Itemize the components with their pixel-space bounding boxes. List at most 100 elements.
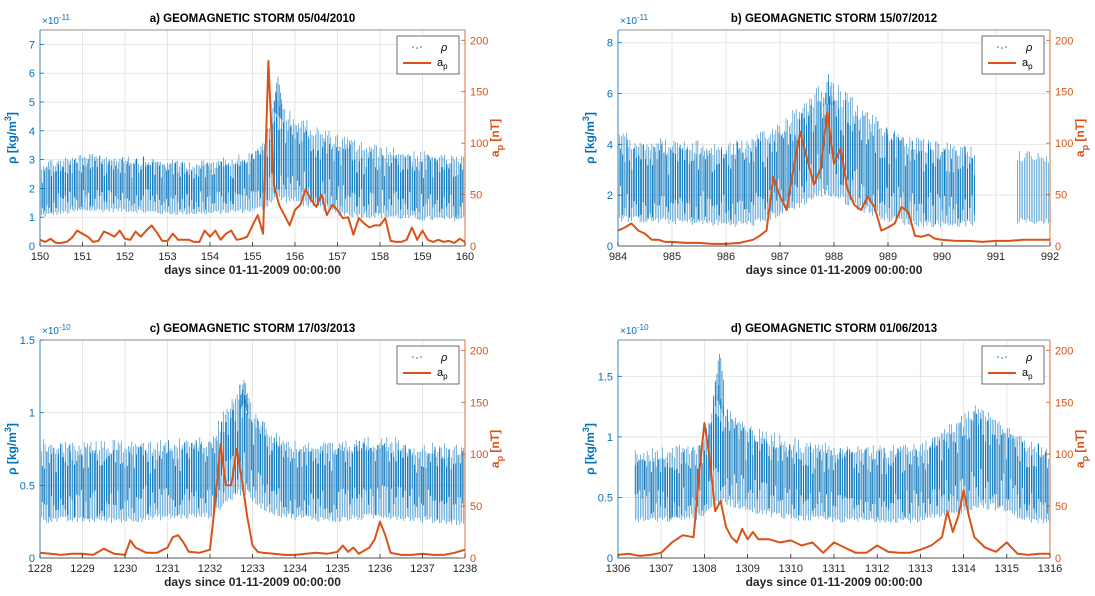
legend-rho-label: ρ	[1025, 352, 1032, 364]
y-right-label: ap [nT]	[488, 430, 505, 468]
y-left-label: ρ [kg/m3]	[581, 423, 597, 475]
legend-box	[396, 345, 460, 385]
y-left-exponent: ×10-11	[42, 13, 70, 27]
y-left-exponent: ×10-11	[620, 13, 648, 27]
x-tick-label: 1232	[198, 563, 222, 575]
x-tick-label: 989	[879, 251, 897, 263]
chart-title: c) GEOMAGNETIC STORM 17/03/2013	[150, 323, 356, 335]
y-right-tick-label: 0	[1055, 241, 1061, 253]
rho-series	[634, 354, 1050, 524]
legend-rho-label: ρ	[440, 352, 447, 364]
y-left-tick-label: 7	[29, 39, 35, 51]
ap-series-line	[618, 111, 1050, 245]
chart-panel-4: 1306 1307 1308 1309 1310 1311 1312 1313 1314 1315…	[581, 323, 1090, 589]
y-right-tick-label: 0	[470, 241, 476, 253]
y-right-tick-label: 150	[470, 87, 488, 99]
y-right-tick-label: 150	[1055, 87, 1073, 99]
x-tick-label: 1236	[368, 563, 392, 575]
x-axis-label: days since 01-11-2009 00:00:00	[746, 263, 923, 277]
y-left-exponent: ×10-10	[42, 323, 71, 337]
x-tick-label: 1230	[113, 563, 137, 575]
rho-points-core	[40, 117, 465, 218]
x-tick-label: 1238	[453, 563, 477, 575]
y-right-tick-label: 200	[470, 345, 488, 357]
y-right-tick-label: 100	[470, 138, 488, 150]
legend-rho-marker	[1005, 46, 1007, 48]
x-tick-label: 1315	[995, 563, 1019, 575]
y-right-tick-label: 100	[470, 449, 488, 461]
y-right-tick-label: 150	[470, 397, 488, 409]
x-tick-label: 155	[243, 251, 261, 263]
legend-rho-label: ρ	[440, 42, 447, 54]
x-tick-label: 159	[413, 251, 431, 263]
y-left-tick-label: 1	[29, 408, 35, 420]
x-tick-label: 1228	[28, 563, 52, 575]
x-tick-label: 1311	[822, 563, 846, 575]
legend-rho-marker	[412, 46, 414, 48]
x-tick-label: 1306	[606, 563, 630, 575]
x-tick-label: 152	[116, 251, 134, 263]
chart-panel-3: 1228 1229 1230 1231 1232 1233 1234 1235 1236 1237…	[3, 323, 505, 589]
x-tick-label: 158	[371, 251, 389, 263]
x-tick-label: 157	[328, 251, 346, 263]
y-left-tick-label: 6	[607, 89, 613, 101]
x-tick-label: 156	[286, 251, 304, 263]
legend: ρ ap	[981, 35, 1045, 75]
x-tick-label: 1233	[240, 563, 264, 575]
y-left-tick-label: 0	[607, 553, 613, 565]
y-right-tick-label: 200	[470, 35, 488, 47]
legend-ap-label: ap	[1022, 367, 1033, 381]
legend-ap-label: ap	[437, 57, 448, 71]
x-tick-label: 150	[31, 251, 49, 263]
x-tick-label: 984	[609, 251, 627, 263]
y-right-tick-label: 0	[1055, 553, 1061, 565]
x-tick-label: 153	[158, 251, 176, 263]
x-tick-label: 1312	[865, 563, 889, 575]
legend-rho-marker	[416, 47, 418, 49]
y-right-label: ap [nT]	[1073, 119, 1090, 157]
x-axis-label: days since 01-11-2009 00:00:00	[746, 575, 923, 589]
ap-series-line	[40, 59, 465, 244]
rho-points-core	[634, 395, 1050, 519]
legend-rho-marker	[412, 356, 414, 358]
rho-peak	[823, 74, 834, 106]
x-tick-label: 1237	[410, 563, 434, 575]
y-left-tick-label: 0	[607, 241, 613, 253]
y-right-tick-label: 100	[1055, 138, 1073, 150]
legend-rho-marker	[416, 357, 418, 359]
y-left-exponent: ×10-10	[620, 323, 649, 337]
y-left-tick-label: 1	[29, 212, 35, 224]
y-left-tick-label: 4	[607, 139, 613, 151]
legend-rho-marker	[997, 46, 999, 48]
x-tick-label: 986	[717, 251, 735, 263]
legend-ap-label: ap	[1022, 57, 1033, 71]
x-tick-label: 985	[663, 251, 681, 263]
y-left-label: ρ [kg/m3]	[581, 112, 597, 164]
x-tick-label: 1231	[155, 563, 179, 575]
y-left-tick-label: 6	[29, 68, 35, 80]
x-tick-label: 1229	[70, 563, 94, 575]
y-right-tick-label: 50	[1055, 190, 1067, 202]
y-left-tick-label: 0.5	[20, 480, 35, 492]
legend: ρ ap	[981, 345, 1045, 385]
x-tick-label: 1235	[325, 563, 349, 575]
x-tick-label: 991	[987, 251, 1005, 263]
legend-box	[981, 35, 1045, 75]
x-tick-label: 992	[1041, 251, 1059, 263]
x-tick-label: 154	[201, 251, 219, 263]
ap-series-line	[40, 442, 465, 556]
legend: ρ ap	[396, 35, 460, 75]
chart-title: b) GEOMAGNETIC STORM 15/07/2012	[731, 13, 937, 25]
legend-box	[396, 35, 460, 75]
chart-panel-1: 150 151 152 153 154 155 156 157 158 159 1600123456…	[3, 13, 505, 277]
x-tick-label: 1234	[283, 563, 307, 575]
y-right-tick-label: 200	[1055, 345, 1073, 357]
x-tick-label: 160	[456, 251, 474, 263]
rho-peak	[715, 354, 724, 417]
y-left-tick-label: 3	[29, 155, 35, 167]
y-right-tick-label: 50	[470, 190, 482, 202]
x-tick-label: 1309	[735, 563, 759, 575]
legend-rho-marker	[997, 356, 999, 358]
y-left-tick-label: 1	[607, 432, 613, 444]
